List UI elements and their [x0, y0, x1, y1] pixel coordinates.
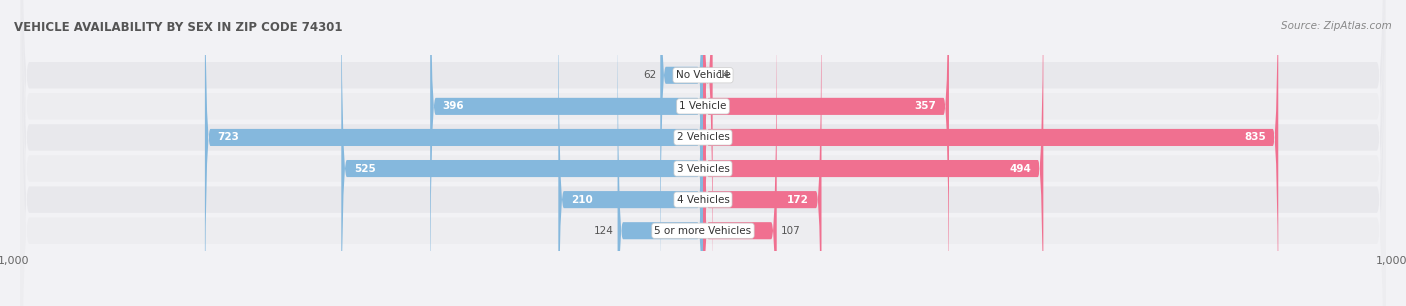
Text: No Vehicle: No Vehicle	[675, 70, 731, 80]
FancyBboxPatch shape	[21, 0, 1385, 306]
FancyBboxPatch shape	[21, 0, 1385, 306]
FancyBboxPatch shape	[21, 0, 1385, 306]
FancyBboxPatch shape	[21, 0, 1385, 306]
Text: 835: 835	[1244, 132, 1265, 143]
Text: Source: ZipAtlas.com: Source: ZipAtlas.com	[1281, 21, 1392, 32]
Text: 62: 62	[643, 70, 657, 80]
FancyBboxPatch shape	[617, 0, 703, 306]
FancyBboxPatch shape	[703, 0, 1043, 306]
FancyBboxPatch shape	[661, 0, 703, 306]
FancyBboxPatch shape	[558, 0, 703, 306]
Text: 14: 14	[717, 70, 730, 80]
FancyBboxPatch shape	[703, 0, 776, 306]
FancyBboxPatch shape	[21, 0, 1385, 306]
Text: 2 Vehicles: 2 Vehicles	[676, 132, 730, 143]
Text: 494: 494	[1010, 163, 1031, 174]
Text: 1 Vehicle: 1 Vehicle	[679, 101, 727, 111]
Text: 3 Vehicles: 3 Vehicles	[676, 163, 730, 174]
FancyBboxPatch shape	[21, 0, 1385, 306]
Text: 124: 124	[593, 226, 613, 236]
FancyBboxPatch shape	[205, 0, 703, 306]
FancyBboxPatch shape	[703, 0, 821, 306]
Text: 396: 396	[443, 101, 464, 111]
Text: 357: 357	[915, 101, 936, 111]
FancyBboxPatch shape	[703, 0, 713, 306]
Text: 210: 210	[571, 195, 592, 205]
Text: 4 Vehicles: 4 Vehicles	[676, 195, 730, 205]
Legend: Male, Female: Male, Female	[634, 303, 772, 306]
Text: 525: 525	[354, 163, 375, 174]
Text: 5 or more Vehicles: 5 or more Vehicles	[654, 226, 752, 236]
FancyBboxPatch shape	[703, 0, 1278, 306]
Text: VEHICLE AVAILABILITY BY SEX IN ZIP CODE 74301: VEHICLE AVAILABILITY BY SEX IN ZIP CODE …	[14, 21, 343, 34]
FancyBboxPatch shape	[342, 0, 703, 306]
Text: 172: 172	[787, 195, 808, 205]
FancyBboxPatch shape	[703, 0, 949, 306]
Text: 107: 107	[780, 226, 800, 236]
FancyBboxPatch shape	[430, 0, 703, 306]
Text: 723: 723	[218, 132, 239, 143]
